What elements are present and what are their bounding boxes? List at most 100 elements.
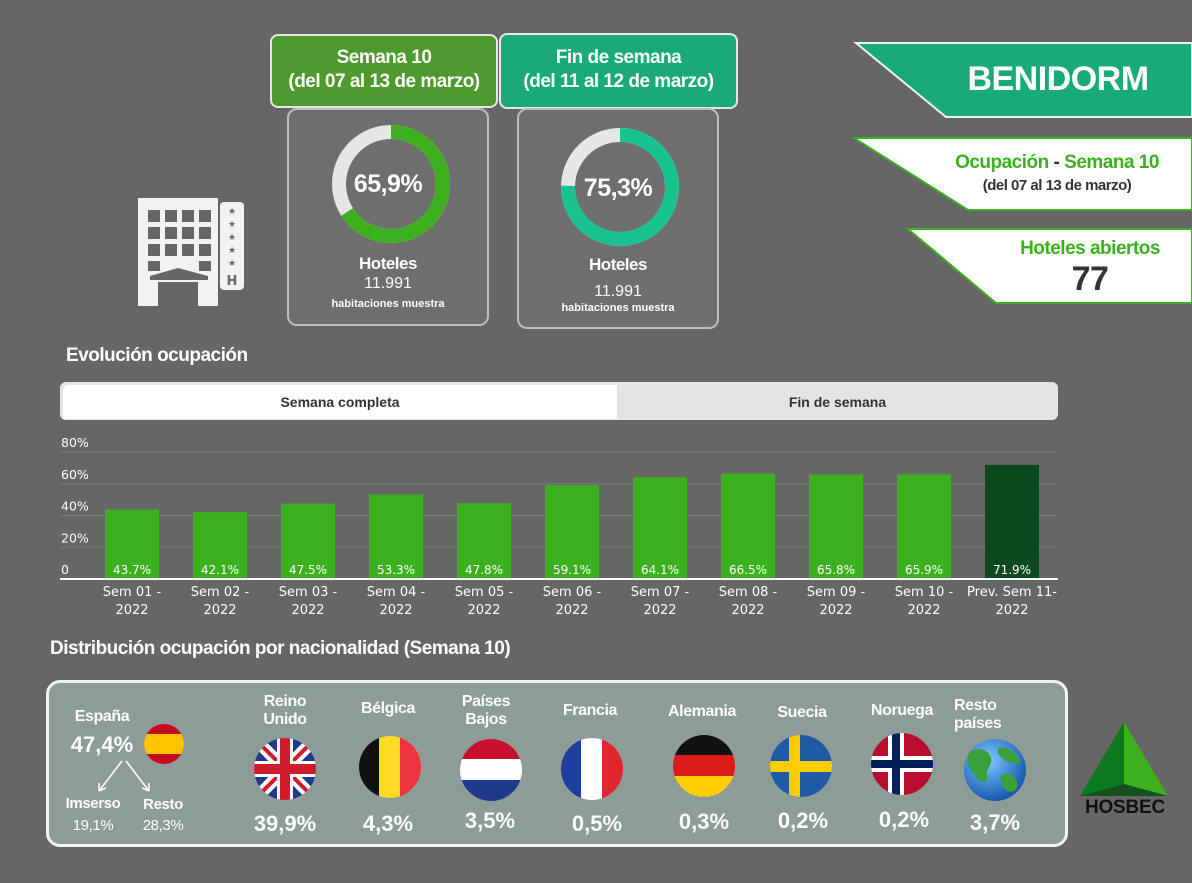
bar-value-label: 66.5% xyxy=(729,563,767,577)
svg-text:★: ★ xyxy=(228,259,236,269)
bar-value-label: 65.8% xyxy=(817,563,855,577)
x-tick-label: Sem 04 - xyxy=(367,585,426,600)
country-name: Noruega xyxy=(870,702,934,719)
resto-label: Resto xyxy=(143,796,183,813)
occupancy-label: Ocupación xyxy=(955,152,1049,173)
x-tick-label: 2022 xyxy=(995,603,1028,618)
x-tick-label: 2022 xyxy=(555,603,588,618)
occupancy-dash: - xyxy=(1048,152,1065,173)
country-name: Alemania xyxy=(668,703,736,720)
bar xyxy=(193,512,247,579)
x-tick-label: Sem 08 - xyxy=(719,585,778,600)
spain-name: España xyxy=(74,708,130,725)
svg-text:★: ★ xyxy=(228,207,236,217)
weekend-percent: 75,3% xyxy=(583,174,653,202)
occupancy-banner-shape xyxy=(852,137,1192,211)
svg-text:H: H xyxy=(227,274,238,289)
bar xyxy=(633,477,687,579)
uk-flag-icon xyxy=(254,738,316,800)
weekend-range: (del 11 al 12 de marzo) xyxy=(523,71,714,92)
y-tick-label: 40% xyxy=(61,499,89,514)
x-tick-label: 2022 xyxy=(291,603,324,618)
x-tick-label: Prev. Sem 11- xyxy=(967,585,1057,600)
bar-value-label: 59.1% xyxy=(553,563,591,577)
x-tick-label: 2022 xyxy=(643,603,676,618)
occupancy-week: Semana 10 xyxy=(1064,152,1159,173)
country-value: 3,7% xyxy=(969,810,1021,835)
bar xyxy=(369,494,423,579)
week-percent: 65,9% xyxy=(353,170,423,198)
x-tick-label: Sem 01 - xyxy=(103,585,162,600)
bar-value-label: 53.3% xyxy=(377,563,415,577)
tab-fin-de-semana[interactable]: Fin de semana xyxy=(788,394,887,410)
week-card: 65,9% Hoteles 11.991 habitaciones muestr… xyxy=(287,108,489,326)
weekend-rooms-label: habitaciones muestra xyxy=(561,302,675,314)
svg-text:★: ★ xyxy=(228,233,236,243)
weekend-donut-arc xyxy=(561,128,679,246)
x-tick-label: Sem 06 - xyxy=(543,585,602,600)
globe-icon xyxy=(964,739,1026,801)
tab-semana-completa[interactable]: Semana completa xyxy=(63,385,617,419)
france-flag-icon xyxy=(561,738,623,800)
svg-text:★: ★ xyxy=(228,246,236,256)
city-banner-shape xyxy=(853,42,1192,118)
bar-value-label: 43.7% xyxy=(113,563,151,577)
bar-value-label: 65.9% xyxy=(905,563,943,577)
hosbec-logo-text: HOSBEC xyxy=(1084,797,1166,818)
imserso-label: Imserso xyxy=(65,795,121,812)
week-rooms-label: habitaciones muestra xyxy=(331,298,445,310)
hotel-icon: ★ ★ ★ ★ ★ H xyxy=(138,198,244,306)
country-value: 39,9% xyxy=(253,811,317,836)
y-tick-label: 0 xyxy=(61,562,69,577)
x-tick-label: 2022 xyxy=(819,603,852,618)
country-value: 0,5% xyxy=(571,811,623,836)
country-value: 3,5% xyxy=(464,808,516,833)
week-donut xyxy=(332,125,450,243)
x-tick-label: 2022 xyxy=(467,603,500,618)
y-tick-label: 80% xyxy=(61,436,89,450)
x-tick-label: Sem 09 - xyxy=(807,585,866,600)
occupancy-title: Ocupación - Semana 10 xyxy=(930,152,1184,174)
country-name: Suecia xyxy=(777,704,827,721)
x-tick-label: 2022 xyxy=(907,603,940,618)
country-value: 0,3% xyxy=(678,809,730,834)
bar xyxy=(281,503,335,579)
spain-flag-icon xyxy=(144,724,184,764)
country-name: Francia xyxy=(562,702,618,719)
nationality-panel: España 47,4% Imserso 19,1% Resto 28,3% R… xyxy=(46,680,1068,847)
spain-value: 47,4% xyxy=(70,732,134,757)
bar xyxy=(105,509,159,579)
week-header: Semana 10 (del 07 al 13 de marzo) xyxy=(270,34,498,108)
week-range: (del 07 al 13 de marzo) xyxy=(288,71,480,92)
bar-value-label: 42.1% xyxy=(201,563,239,577)
bar-value-label: 47.5% xyxy=(289,563,327,577)
country-name: Resto países xyxy=(954,697,1002,732)
bar xyxy=(457,503,511,579)
country-value: 0,2% xyxy=(878,807,930,832)
country-value: 0,2% xyxy=(777,808,829,833)
x-tick-label: 2022 xyxy=(731,603,764,618)
split-arrows-icon xyxy=(98,760,150,792)
x-tick-label: Sem 03 - xyxy=(279,585,338,600)
week-hotels-label: Hoteles xyxy=(359,254,417,273)
occupancy-range: (del 07 al 13 de marzo) xyxy=(982,177,1132,194)
x-tick-label: Sem 10 - xyxy=(895,585,954,600)
resto-value: 28,3% xyxy=(142,817,184,834)
hotels-open-label: Hoteles abiertos xyxy=(1020,238,1160,259)
bar-value-label: 47.8% xyxy=(465,563,503,577)
bar xyxy=(897,474,951,579)
bar xyxy=(545,485,599,579)
country-value: 4,3% xyxy=(362,811,414,836)
weekend-rooms: 11.991 xyxy=(594,283,642,300)
hotels-open-banner-shape xyxy=(906,228,1192,304)
weekend-title: Fin de semana xyxy=(555,47,682,68)
bar xyxy=(809,474,863,579)
weekend-donut xyxy=(561,128,679,246)
netherlands-flag-icon xyxy=(460,739,522,801)
week-rooms: 11.991 xyxy=(364,275,412,292)
imserso-value: 19,1% xyxy=(72,817,114,834)
weekend-hotels-label: Hoteles xyxy=(589,255,647,274)
evolution-bar-chart: 0 20% 40% 60% 80% 43.7% Sem 01 - 2022 42.1% Sem 0… xyxy=(60,436,1058,618)
week-donut-arc xyxy=(332,125,450,243)
y-tick-label: 60% xyxy=(61,467,89,482)
